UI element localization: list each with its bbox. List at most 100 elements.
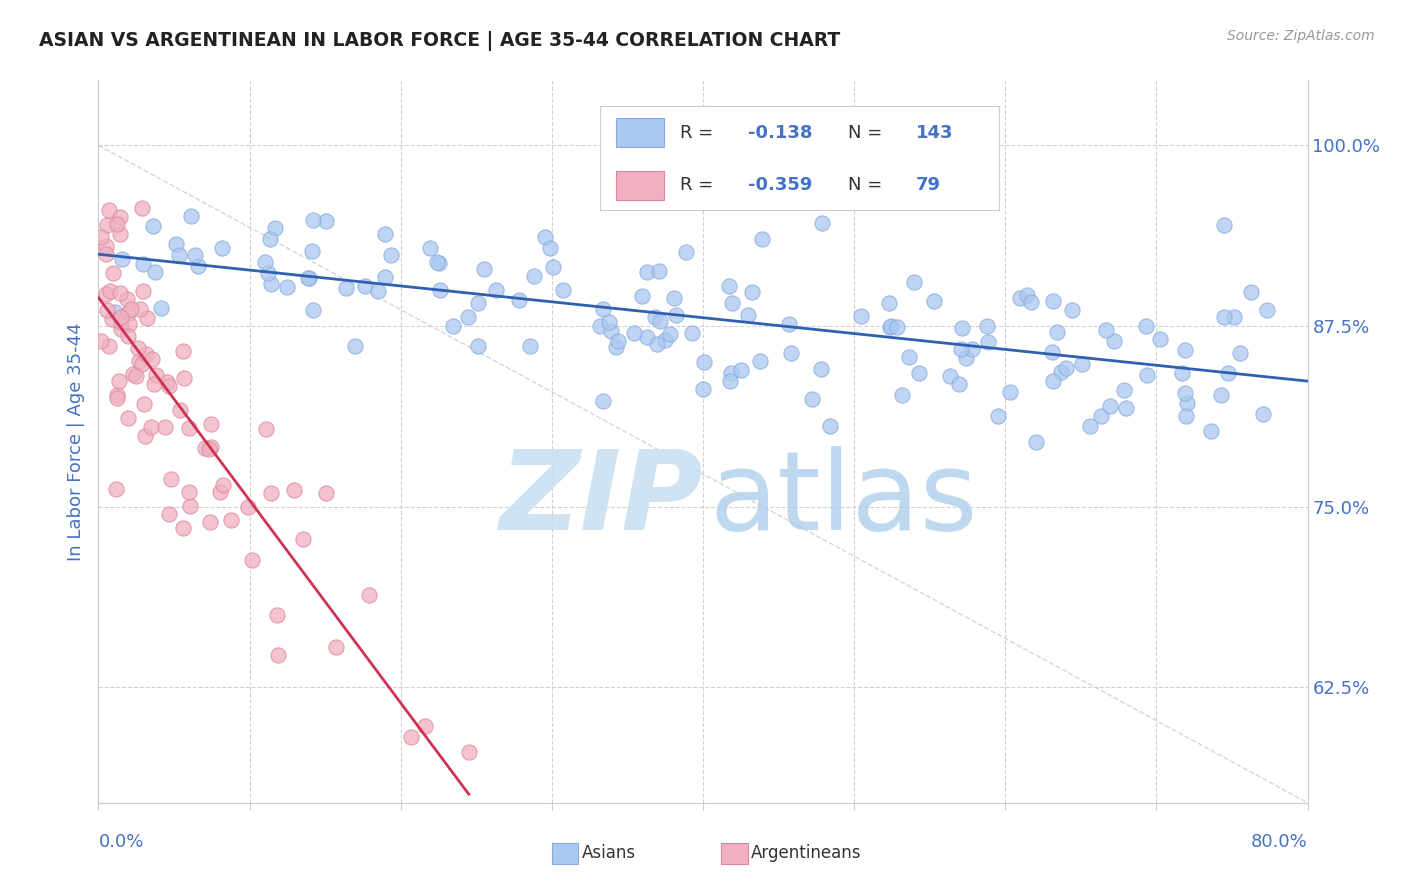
Point (987, 409, 1010, 423)
Point (1017, 287, 1039, 301)
Point (302, 213, 325, 227)
Point (879, 318, 901, 333)
Point (1070, 357, 1092, 371)
Point (211, 241, 233, 255)
Point (939, 368, 962, 383)
Point (720, 366, 742, 380)
Point (1050, 365, 1073, 379)
Point (101, 266, 124, 280)
Point (374, 227, 396, 242)
Point (98, 203, 121, 218)
Point (374, 269, 396, 284)
Point (179, 499, 201, 513)
Point (648, 264, 671, 278)
Text: ASIAN VS ARGENTINEAN IN LABOR FORCE | AGE 35-44 CORRELATION CHART: ASIAN VS ARGENTINEAN IN LABOR FORCE | AG… (39, 31, 841, 51)
Point (605, 340, 627, 354)
Point (960, 343, 983, 357)
Point (101, 312, 124, 326)
Point (675, 244, 697, 259)
Point (1136, 368, 1159, 382)
Point (315, 213, 337, 227)
Point (818, 419, 841, 434)
FancyBboxPatch shape (721, 843, 748, 864)
Point (253, 254, 276, 268)
Point (1175, 395, 1198, 409)
FancyBboxPatch shape (551, 843, 578, 864)
Point (654, 333, 676, 347)
Point (266, 607, 288, 622)
Point (120, 301, 142, 316)
Point (1216, 366, 1239, 380)
Point (1222, 310, 1244, 325)
Point (1042, 374, 1064, 388)
Point (260, 486, 283, 500)
Point (169, 402, 191, 417)
Point (592, 302, 614, 317)
Point (877, 296, 900, 310)
Text: Asians: Asians (582, 845, 636, 863)
Point (172, 521, 194, 535)
Point (96, 218, 118, 232)
Point (898, 350, 921, 364)
Point (778, 317, 800, 331)
Point (1112, 384, 1135, 398)
Y-axis label: In Labor Force | Age 35-44: In Labor Force | Age 35-44 (66, 322, 84, 561)
Point (145, 368, 167, 382)
Point (801, 392, 824, 407)
Point (197, 442, 219, 456)
Point (1149, 332, 1171, 346)
Point (534, 230, 557, 244)
Point (132, 284, 155, 298)
Point (886, 319, 908, 334)
Point (718, 279, 741, 293)
Point (107, 375, 129, 389)
Point (538, 241, 561, 255)
Point (1099, 400, 1122, 414)
Point (145, 265, 167, 279)
Point (948, 376, 970, 391)
Point (519, 339, 541, 353)
Point (441, 319, 464, 334)
Point (681, 326, 703, 340)
Point (1213, 218, 1236, 232)
Point (598, 315, 620, 329)
Point (891, 388, 914, 402)
Point (172, 344, 194, 359)
Point (1019, 295, 1042, 310)
Point (429, 283, 451, 297)
Point (105, 217, 128, 231)
Point (751, 232, 773, 246)
Point (730, 362, 752, 376)
Point (1090, 409, 1112, 424)
Point (636, 265, 658, 279)
Point (110, 310, 132, 325)
Point (426, 255, 449, 269)
Point (254, 422, 277, 436)
Point (976, 319, 998, 334)
Point (955, 351, 977, 365)
Point (110, 227, 132, 241)
Point (156, 375, 179, 389)
Point (167, 248, 190, 262)
Point (907, 366, 929, 380)
Point (665, 309, 688, 323)
Point (623, 326, 645, 341)
Point (600, 324, 623, 338)
Point (150, 301, 173, 316)
Point (413, 719, 436, 733)
Text: atlas: atlas (709, 446, 977, 553)
Point (132, 397, 155, 411)
Point (659, 326, 682, 341)
Point (1102, 334, 1125, 349)
Point (419, 241, 441, 255)
Point (922, 293, 945, 308)
Point (297, 271, 319, 285)
Point (1174, 386, 1197, 401)
Point (720, 296, 742, 310)
Point (998, 385, 1021, 400)
Point (236, 500, 259, 514)
Point (194, 442, 217, 456)
Point (157, 507, 180, 521)
Point (129, 301, 152, 316)
Point (950, 320, 973, 334)
